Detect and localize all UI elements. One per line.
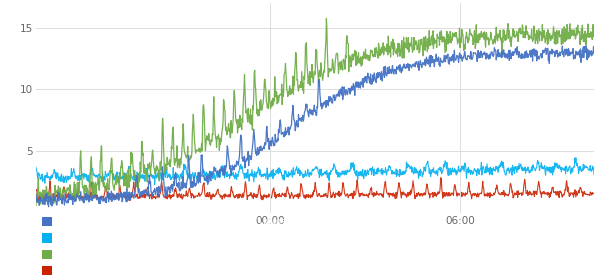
Bar — [41, 250, 52, 259]
Text: {instance="100.96.12.3:9090",job="prometheus",prometheus="test-v1-5-2-queried"}: {instance="100.96.12.3:9090",job="promet… — [56, 250, 421, 259]
Bar — [41, 217, 52, 226]
Text: {instance="100.96.10.2:9090",job="prometheus",prometheus="test-dev-2-0"}: {instance="100.96.10.2:9090",job="promet… — [56, 266, 389, 275]
Bar — [41, 266, 52, 275]
Text: {instance="100.96.8.2:9090",job="prometheus",prometheus="test-v1-5-2"}: {instance="100.96.8.2:9090",job="prometh… — [56, 217, 379, 226]
Bar — [41, 233, 52, 242]
Text: {instance="100.96.33.9090",job="prometheus",prometheus="test-dev-2-0-queried"}: {instance="100.96.33.9090",job="promethe… — [56, 234, 416, 242]
